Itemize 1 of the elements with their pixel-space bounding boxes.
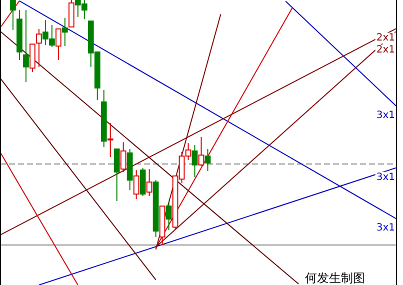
text: 何发生制图 bbox=[305, 271, 365, 285]
